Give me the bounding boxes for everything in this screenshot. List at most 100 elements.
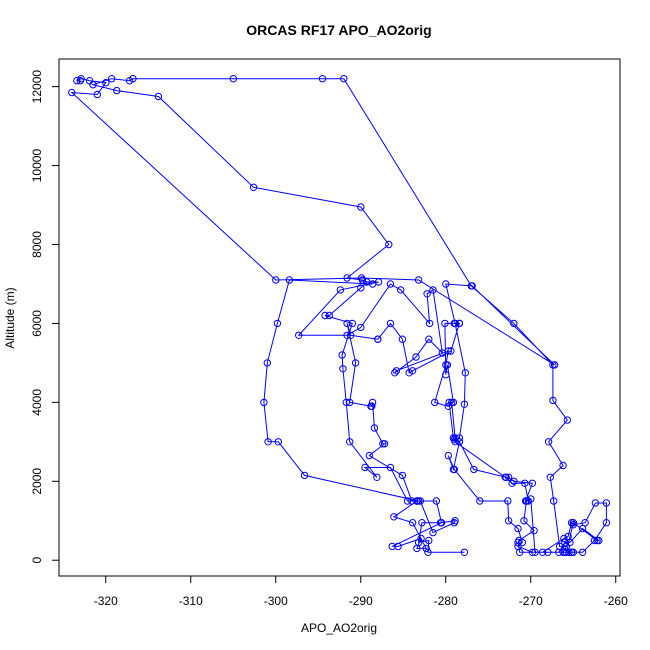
data-point bbox=[514, 524, 522, 533]
x-tick-label: -320 bbox=[94, 594, 118, 608]
data-point bbox=[272, 276, 280, 284]
data-point bbox=[343, 274, 351, 282]
x-tick-label: -280 bbox=[434, 594, 458, 608]
data-point bbox=[578, 548, 587, 556]
data-point bbox=[398, 335, 407, 343]
data-point bbox=[425, 319, 434, 328]
data-point bbox=[273, 319, 282, 328]
x-tick-label: -260 bbox=[604, 594, 628, 608]
data-point bbox=[76, 77, 85, 85]
data-point bbox=[397, 286, 405, 294]
data-point bbox=[455, 434, 464, 442]
data-point bbox=[429, 528, 437, 537]
data-point bbox=[336, 286, 345, 294]
data-point bbox=[530, 526, 538, 535]
data-point bbox=[412, 353, 420, 361]
data-point bbox=[437, 519, 446, 527]
data-point bbox=[413, 497, 421, 505]
data-point bbox=[461, 369, 469, 377]
data-point bbox=[321, 311, 329, 320]
data-point bbox=[514, 538, 522, 547]
data-point bbox=[379, 440, 387, 448]
chart-title: ORCAS RF17 APO_AO2orig bbox=[246, 22, 431, 38]
data-point bbox=[414, 276, 423, 284]
data-point bbox=[538, 548, 547, 556]
x-axis: -320 -310 -300 -290 -280 -270 -260 bbox=[94, 575, 628, 608]
data-point bbox=[531, 548, 539, 556]
data-point bbox=[408, 497, 416, 505]
data-point bbox=[443, 361, 452, 369]
data-point bbox=[460, 548, 469, 556]
data-point bbox=[348, 319, 356, 328]
data-point bbox=[569, 519, 577, 527]
data-point bbox=[455, 438, 464, 446]
data-point bbox=[501, 473, 509, 481]
data-point bbox=[285, 276, 294, 284]
data-point bbox=[357, 323, 365, 332]
plot-frame bbox=[58, 58, 621, 577]
data-point bbox=[504, 497, 512, 505]
x-tick-label: -290 bbox=[349, 594, 373, 608]
y-tick-label: 4000 bbox=[30, 389, 44, 416]
data-point bbox=[431, 398, 439, 407]
data-point bbox=[368, 398, 377, 407]
data-point bbox=[346, 331, 355, 339]
data-point bbox=[357, 203, 365, 211]
data-point bbox=[408, 519, 417, 527]
data-point bbox=[591, 499, 600, 507]
data-point bbox=[451, 319, 459, 328]
data-point bbox=[450, 519, 458, 527]
x-tick-label: -310 bbox=[179, 594, 203, 608]
data-point bbox=[403, 497, 412, 505]
data-point bbox=[357, 274, 366, 282]
x-tick-label: -270 bbox=[519, 594, 543, 608]
data-point bbox=[260, 398, 268, 407]
y-axis-label: Altitude (m) bbox=[3, 287, 17, 348]
y-tick-label: 8000 bbox=[30, 231, 44, 258]
data-point bbox=[550, 361, 559, 369]
data-point bbox=[425, 536, 433, 545]
data-point bbox=[391, 369, 399, 377]
data-points bbox=[68, 75, 611, 556]
data-point bbox=[561, 548, 569, 556]
y-tick-label: 2000 bbox=[30, 468, 44, 495]
data-point bbox=[561, 538, 569, 547]
data-point bbox=[338, 351, 346, 359]
data-point bbox=[590, 536, 599, 545]
data-point bbox=[468, 282, 476, 290]
data-point bbox=[528, 548, 537, 556]
data-point bbox=[559, 461, 567, 470]
data-point bbox=[442, 280, 450, 288]
data-point bbox=[408, 367, 417, 375]
data-point bbox=[442, 371, 450, 379]
data-point bbox=[450, 465, 458, 474]
series-line bbox=[70, 78, 607, 553]
data-point bbox=[521, 497, 530, 505]
data-point bbox=[476, 497, 484, 505]
data-point bbox=[447, 347, 455, 355]
data-point bbox=[546, 473, 554, 481]
data-point bbox=[340, 75, 348, 83]
data-point bbox=[544, 548, 552, 556]
data-point bbox=[460, 400, 469, 408]
data-point bbox=[361, 463, 369, 472]
data-point bbox=[518, 538, 526, 547]
y-tick-label: 0 bbox=[30, 557, 44, 564]
data-point bbox=[423, 290, 431, 298]
data-point bbox=[342, 398, 350, 407]
data-point bbox=[85, 77, 94, 85]
data-point bbox=[113, 86, 121, 95]
data-point bbox=[367, 402, 375, 410]
data-point bbox=[249, 183, 258, 192]
data-point bbox=[544, 438, 553, 446]
data-point bbox=[514, 542, 522, 551]
data-point bbox=[417, 534, 425, 543]
data-point bbox=[445, 398, 453, 407]
data-point bbox=[504, 473, 513, 481]
data-point bbox=[300, 471, 309, 480]
data-point bbox=[343, 319, 351, 328]
data-point bbox=[550, 497, 558, 505]
data-point bbox=[510, 319, 518, 328]
data-point bbox=[73, 77, 81, 85]
data-point bbox=[449, 398, 458, 407]
